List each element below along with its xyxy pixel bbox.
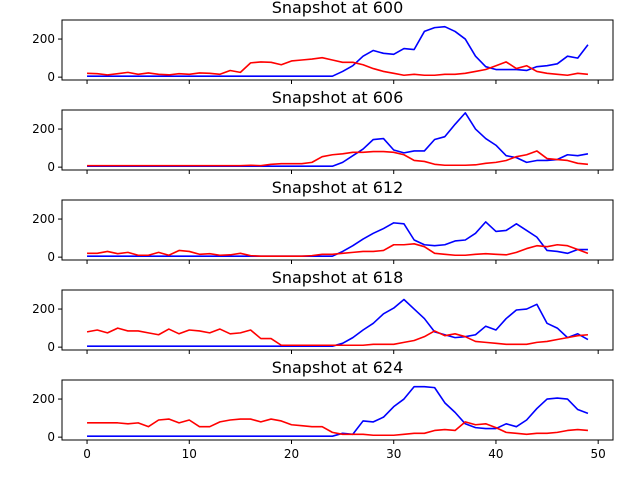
x-tick-label: 0 xyxy=(83,447,91,461)
subplot-title: Snapshot at 606 xyxy=(272,88,404,107)
series-line-2 xyxy=(86,327,589,347)
subplot-5: Snapshot at 624 0 200 0 10 20 30 40 50 xyxy=(32,358,614,461)
series-line-1 xyxy=(87,25,589,77)
x-tick-label: 40 xyxy=(488,447,503,461)
series-line-1 xyxy=(87,385,589,437)
subplot-2: Snapshot at 606 0 200 xyxy=(32,88,614,174)
series-line-2 xyxy=(87,418,589,437)
y-tick-label: 200 xyxy=(32,392,55,406)
x-tick-label: 50 xyxy=(591,447,606,461)
axes-frame xyxy=(61,289,614,351)
axes-frame xyxy=(61,109,614,171)
subplot-3: Snapshot at 612 0 200 xyxy=(32,178,614,264)
series-line-2 xyxy=(87,150,589,167)
y-tick-label: 200 xyxy=(32,302,55,316)
axes-frame xyxy=(61,19,614,81)
subplot-1: Snapshot at 600 0 200 xyxy=(32,0,614,84)
axes-frame xyxy=(61,199,614,261)
y-tick-label: 0 xyxy=(47,340,55,354)
series-line-2 xyxy=(87,243,589,257)
x-tick-label: 10 xyxy=(182,447,197,461)
subplot-title: Snapshot at 624 xyxy=(272,358,404,377)
series-line-1 xyxy=(87,298,589,347)
series-line-2 xyxy=(87,56,589,77)
x-tick-label: 30 xyxy=(386,447,401,461)
y-tick-label: 0 xyxy=(47,430,55,444)
series-line-1 xyxy=(87,221,588,257)
x-tick-label: 20 xyxy=(284,447,299,461)
y-tick-label: 0 xyxy=(47,160,55,174)
axes-frame xyxy=(61,379,614,441)
y-tick-label: 0 xyxy=(47,70,55,84)
subplot-4: Snapshot at 618 0 200 xyxy=(32,268,614,354)
y-tick-label: 200 xyxy=(32,212,55,226)
y-tick-label: 200 xyxy=(32,32,55,46)
subplot-title: Snapshot at 600 xyxy=(272,0,404,17)
y-tick-label: 200 xyxy=(32,122,55,136)
y-tick-label: 0 xyxy=(47,250,55,264)
subplot-title: Snapshot at 618 xyxy=(272,268,404,287)
subplot-title: Snapshot at 612 xyxy=(272,178,404,197)
